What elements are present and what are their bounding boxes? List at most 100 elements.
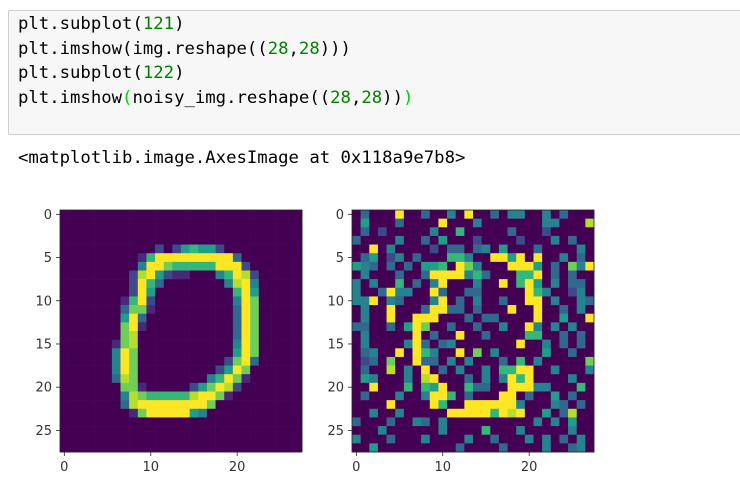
pixel-cell (559, 296, 569, 306)
pixel-cell (464, 382, 474, 392)
pixel-cell (172, 253, 182, 263)
pixel-cell (360, 227, 370, 237)
pixel-cell (85, 391, 95, 401)
pixel-cell (360, 296, 370, 306)
pixel-cell (455, 331, 465, 340)
pixel-cell (60, 391, 69, 401)
pixel-cell (189, 382, 199, 392)
pixel-cell (585, 270, 595, 280)
pixel-cell (103, 331, 113, 340)
pixel-cell (111, 270, 121, 280)
pixel-cell (473, 365, 482, 375)
pixel-cell (68, 365, 78, 375)
pixel-cell (568, 426, 578, 436)
pixel-cell (103, 270, 113, 280)
pixel-cell (155, 408, 165, 418)
pixel-cell (550, 365, 560, 375)
pixel-cell (559, 374, 569, 384)
pixel-cell (481, 313, 491, 323)
pixel-cell (464, 331, 474, 340)
pixel-cell (412, 348, 422, 358)
pixel-cell (215, 365, 225, 375)
pixel-cell (241, 356, 251, 366)
pixel-cell (241, 434, 251, 444)
pixel-cell (85, 348, 95, 358)
pixel-cell (533, 331, 543, 340)
pixel-cell (250, 331, 260, 340)
pixel-cell (155, 365, 165, 375)
pixel-cell (524, 426, 534, 436)
pixel-cell (77, 313, 87, 323)
pixel-cell (542, 270, 552, 280)
pixel-cell (550, 382, 560, 392)
pixel-cell (137, 374, 147, 384)
pixel-cell (550, 400, 560, 410)
pixel-cell (550, 408, 560, 418)
pixel-cell (568, 348, 578, 358)
pixel-cell (111, 235, 121, 245)
pixel-cell (267, 322, 277, 332)
pixel-cell (352, 374, 361, 384)
pixel-cell (60, 382, 69, 392)
pixel-cell (352, 244, 361, 254)
pixel-cell (68, 279, 78, 289)
pixel-cell (293, 382, 303, 392)
pixel-cell (533, 382, 543, 392)
pixel-cell (447, 417, 457, 427)
pixel-cell (60, 417, 69, 427)
pixel-cell (111, 227, 121, 237)
pixel-cell (412, 296, 422, 306)
pixel-cell (507, 391, 517, 401)
pixel-cell (94, 305, 104, 315)
pixel-cell (155, 382, 165, 392)
pixel-cell (68, 356, 78, 366)
pixel-cell (559, 244, 569, 254)
pixel-cell (181, 261, 190, 271)
pixel-cell (137, 382, 147, 392)
pixel-cell (429, 279, 439, 289)
pixel-cell (241, 400, 251, 410)
pixel-cell (498, 244, 508, 254)
pixel-cell (85, 279, 95, 289)
pixel-cell (189, 331, 199, 340)
pixel-cell (585, 279, 595, 289)
pixel-cell (369, 296, 379, 306)
pixel-cell (369, 287, 379, 297)
pixel-cell (498, 313, 508, 323)
pixel-cell (224, 339, 234, 349)
pixel-cell (386, 382, 396, 392)
pixel-cell (507, 227, 517, 237)
pixel-cell (377, 322, 387, 332)
pixel-cell (250, 287, 260, 297)
pixel-cell (224, 434, 234, 444)
pixel-cell (421, 417, 431, 427)
pixel-cell (369, 391, 379, 401)
pixel-cell (224, 227, 234, 237)
pixel-cell (85, 270, 95, 280)
pixel-cell (129, 374, 139, 384)
code-editor[interactable]: plt.subplot(121) plt.imshow(img.reshape((… (10, 12, 413, 111)
pixel-cell (103, 391, 113, 401)
pixel-cell (137, 296, 147, 306)
pixel-cell (146, 339, 156, 349)
pixel-cell (473, 235, 482, 245)
pixel-cell (568, 270, 578, 280)
pixel-cell (163, 331, 173, 340)
pixel-cell (77, 408, 87, 418)
pixel-cell (68, 434, 78, 444)
pixel-cell (360, 210, 370, 219)
pixel-cell (568, 261, 578, 271)
pixel-cell (232, 287, 242, 297)
pixel-cell (267, 339, 277, 349)
pixel-cell (360, 253, 370, 263)
pixel-cell (377, 382, 387, 392)
pixel-cell (447, 210, 457, 219)
pixel-cell (412, 339, 422, 349)
pixel-cell (120, 218, 130, 228)
pixel-cell (438, 210, 448, 219)
pixel-cell (146, 322, 156, 332)
pixel-cell (146, 253, 156, 263)
code-cell[interactable] (8, 10, 740, 135)
pixel-cell (403, 356, 413, 366)
y-tick-label: 5 (44, 251, 52, 266)
